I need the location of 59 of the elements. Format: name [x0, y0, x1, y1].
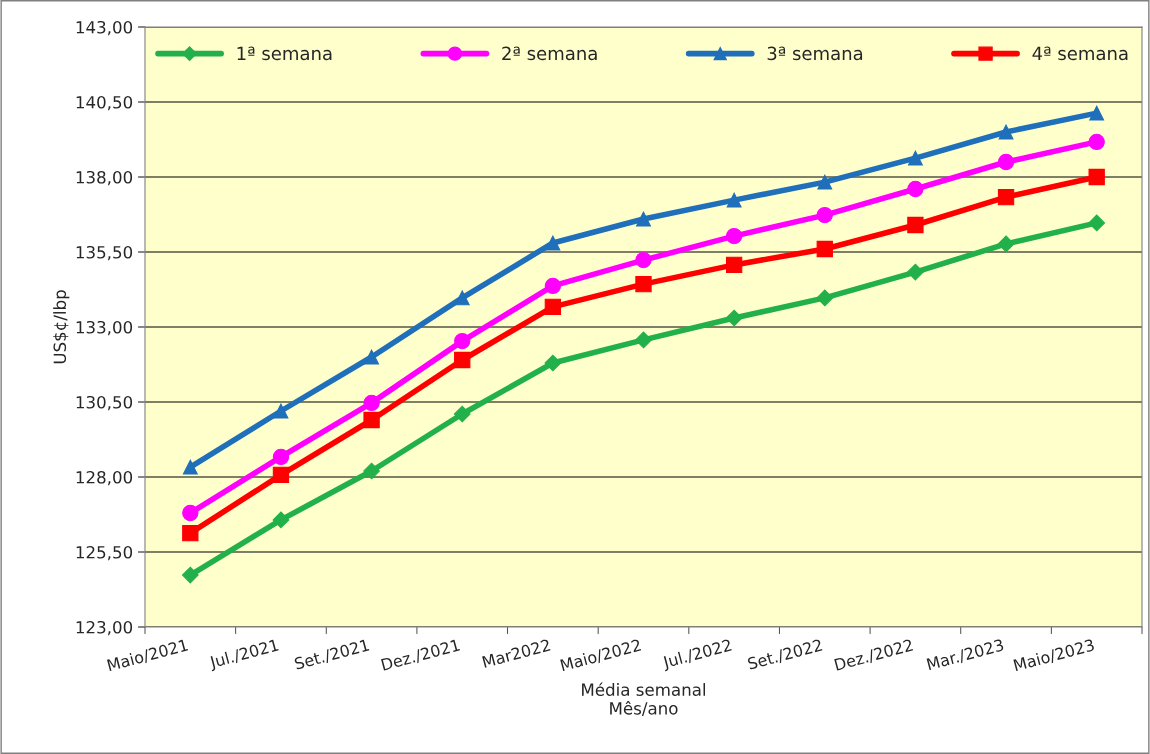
point — [636, 211, 651, 227]
point — [545, 235, 561, 251]
point — [272, 511, 290, 529]
point — [544, 354, 562, 372]
point — [907, 263, 924, 281]
point — [635, 275, 652, 293]
point — [816, 206, 833, 224]
point — [817, 174, 833, 190]
point — [182, 459, 198, 475]
point — [997, 235, 1015, 253]
point — [907, 150, 923, 166]
point — [454, 332, 471, 350]
point — [907, 180, 924, 198]
y-tick-label: 143,00 — [76, 20, 133, 36]
point — [635, 251, 652, 269]
point — [635, 331, 652, 349]
point — [273, 403, 289, 419]
point — [816, 289, 834, 307]
point — [725, 227, 743, 245]
point — [364, 349, 380, 365]
point — [907, 216, 924, 234]
point — [997, 188, 1015, 206]
point — [1088, 214, 1106, 232]
legend-label: 3ª semana — [767, 46, 863, 61]
point — [726, 192, 742, 208]
point — [181, 566, 199, 584]
y-tick-label: 140,50 — [76, 95, 133, 111]
point — [1088, 168, 1105, 186]
point — [363, 462, 380, 480]
y-tick-label: 128,00 — [76, 470, 133, 486]
point — [363, 394, 380, 412]
point — [1088, 133, 1105, 151]
point — [1089, 105, 1105, 121]
legend-label: 2ª semana — [502, 46, 597, 61]
y-axis-title: US$¢/lbp — [53, 290, 70, 364]
point — [997, 153, 1015, 171]
y-tick-label: 138,00 — [76, 170, 133, 186]
y-tick-label: 125,50 — [76, 545, 133, 561]
y-tick-label: 135,50 — [76, 245, 133, 261]
point — [454, 351, 471, 369]
point — [182, 504, 199, 522]
point — [816, 240, 833, 258]
point — [454, 290, 470, 306]
y-tick-label: 133,00 — [76, 320, 133, 336]
point — [998, 124, 1014, 140]
y-tick-label: 123,00 — [76, 620, 133, 636]
point — [182, 524, 199, 542]
point — [725, 256, 743, 274]
point — [453, 405, 471, 423]
legend-label: 4ª semana — [1032, 46, 1128, 61]
point — [725, 309, 743, 327]
legend-label: 1ª semana — [237, 46, 332, 61]
y-tick-label: 130,50 — [76, 395, 133, 411]
x-axis-title: Média semanal Mês/ano — [582, 682, 706, 716]
point — [272, 448, 290, 466]
point — [363, 411, 380, 429]
point — [544, 298, 562, 316]
point — [272, 466, 290, 484]
point — [544, 277, 562, 295]
